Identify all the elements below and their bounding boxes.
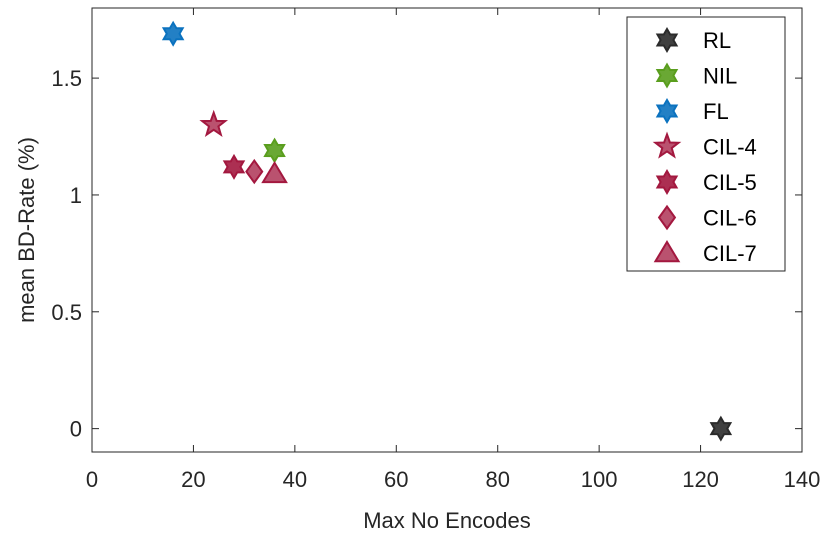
legend-label-cil-6: CIL-6 xyxy=(703,206,757,231)
y-tick-label: 0.5 xyxy=(51,300,82,325)
legend-marker-fl xyxy=(655,98,679,124)
y-tick-label: 0 xyxy=(70,417,82,442)
y-tick-label: 1.5 xyxy=(51,66,82,91)
legend-marker-cil-7 xyxy=(653,240,681,263)
y-axis-label: mean BD-Rate (%) xyxy=(14,137,39,323)
x-tick-label: 0 xyxy=(86,467,98,492)
y-tick-label: 1 xyxy=(70,183,82,208)
x-tick-label: 80 xyxy=(485,467,509,492)
x-tick-label: 60 xyxy=(384,467,408,492)
legend: RL NIL FL CIL-4 CIL-5 CIL-6 CIL-7 xyxy=(626,16,786,272)
legend-marker-rl xyxy=(655,27,679,53)
legend-marker-nil xyxy=(655,62,679,89)
legend-box xyxy=(626,16,786,272)
legend-label-cil-4: CIL-4 xyxy=(703,135,757,160)
data-point-cil-7 xyxy=(261,160,288,184)
legend-label-fl: FL xyxy=(703,99,729,124)
x-tick-label: 20 xyxy=(181,467,205,492)
legend-label-cil-5: CIL-5 xyxy=(703,170,757,195)
legend-label-cil-7: CIL-7 xyxy=(703,241,757,266)
legend-marker-cil-6 xyxy=(657,204,677,231)
legend-label-nil: NIL xyxy=(703,64,737,89)
legend-label-rl: RL xyxy=(703,28,731,53)
legend-marker-cil-5 xyxy=(655,169,679,195)
data-points xyxy=(161,20,733,442)
axes-box xyxy=(91,7,803,453)
x-tick-label: 40 xyxy=(283,467,307,492)
data-point-nil xyxy=(263,137,286,164)
data-point-fl xyxy=(161,20,185,47)
x-axis-label: Max No Encodes xyxy=(363,508,531,533)
data-point-cil-5 xyxy=(222,153,246,180)
x-tick-label: 140 xyxy=(784,467,821,492)
x-tick-label: 100 xyxy=(581,467,618,492)
y-axis-ticks: 0 0.5 1 1.5 xyxy=(51,66,802,442)
legend-marker-cil-4 xyxy=(652,131,682,159)
x-tick-label: 120 xyxy=(682,467,719,492)
x-axis-ticks: 0 20 40 60 80 100 120 140 xyxy=(86,8,820,492)
data-point-cil-4 xyxy=(199,109,229,138)
data-point-cil-6 xyxy=(245,158,264,185)
data-point-rl xyxy=(709,415,733,442)
plot-area xyxy=(91,7,803,453)
